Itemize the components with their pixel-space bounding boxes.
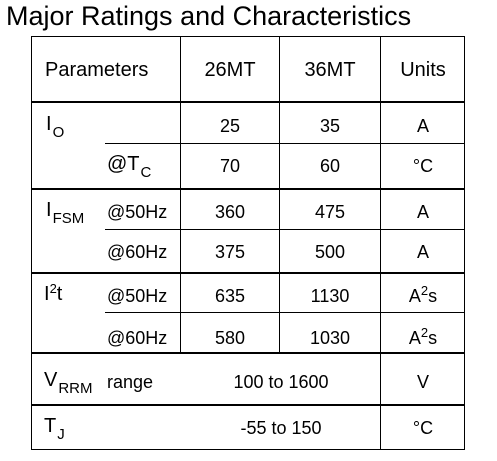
divider — [31, 352, 465, 354]
divider — [31, 272, 465, 274]
symbol-base: I — [46, 199, 52, 221]
symbol-subscript: RRM — [58, 380, 93, 397]
header-units: Units — [400, 59, 446, 81]
condition-50hz: @50Hz — [107, 202, 168, 222]
ifsm60-unit: A — [416, 242, 430, 262]
ifsm50-36mt: 475 — [314, 202, 346, 222]
ifsm50-unit: A — [416, 202, 430, 222]
tc-unit: °C — [412, 156, 434, 176]
i2t60-unit: A2s — [408, 325, 438, 350]
divider — [105, 312, 465, 313]
symbol-vrrm: VRRM — [44, 369, 93, 397]
ifsm50-26mt: 360 — [214, 202, 246, 222]
i2t50-unit: A2s — [408, 283, 438, 308]
io-26mt: 25 — [219, 116, 241, 136]
condition-50hz: @50Hz — [107, 286, 168, 306]
symbol-superscript: 2 — [49, 281, 57, 296]
header-36mt: 36MT — [304, 59, 356, 81]
symbol-base: I — [44, 283, 50, 305]
divider — [31, 404, 465, 406]
i2t60-36mt: 1030 — [309, 328, 351, 348]
divider — [180, 36, 181, 352]
symbol-base: T — [44, 415, 57, 437]
ifsm60-26mt: 375 — [214, 242, 246, 262]
unit-superscript: 2 — [420, 283, 429, 298]
header-parameters: Parameters — [45, 59, 149, 81]
header-26mt: 26MT — [204, 59, 256, 81]
symbol-tj: TJ — [44, 415, 65, 443]
symbol-subscript: J — [57, 426, 65, 443]
ifsm60-36mt: 500 — [314, 242, 346, 262]
condition-base: @T — [107, 153, 140, 175]
divider — [380, 36, 381, 450]
divider — [279, 36, 280, 352]
condition-60hz: @60Hz — [107, 328, 168, 348]
symbol-io: IO — [46, 113, 64, 141]
page-title: Major Ratings and Characteristics — [6, 1, 412, 31]
condition-range: range — [107, 372, 154, 392]
unit-base: A — [408, 286, 421, 306]
tj-value: -55 to 150 — [240, 418, 322, 438]
symbol-subscript: O — [52, 124, 65, 141]
symbol-ifsm: IFSM — [46, 199, 84, 227]
i2t60-26mt: 580 — [214, 328, 246, 348]
condition-subscript: C — [140, 164, 152, 181]
divider — [31, 101, 465, 103]
unit-suffix: s — [428, 286, 438, 306]
unit-superscript: 2 — [420, 325, 429, 340]
symbol-suffix: t — [56, 283, 63, 305]
symbol-base: V — [44, 369, 58, 391]
i2t50-36mt: 1130 — [310, 286, 350, 306]
unit-base: A — [408, 328, 421, 348]
i2t50-26mt: 635 — [214, 286, 246, 306]
condition-60hz: @60Hz — [107, 242, 168, 262]
symbol-base: I — [46, 113, 52, 135]
tc-36mt: 60 — [319, 156, 341, 176]
vrrm-unit: V — [416, 372, 430, 392]
vrrm-value: 100 to 1600 — [233, 372, 329, 392]
divider — [105, 229, 465, 230]
symbol-subscript: FSM — [52, 210, 85, 227]
symbol-i2t: I2t — [44, 281, 63, 306]
io-36mt: 35 — [319, 116, 341, 136]
unit-suffix: s — [428, 328, 438, 348]
io-unit: A — [416, 116, 430, 136]
divider — [105, 143, 465, 144]
condition-tc: @TC — [107, 153, 151, 181]
tc-26mt: 70 — [219, 156, 241, 176]
divider — [31, 188, 465, 190]
tj-unit: °C — [412, 418, 434, 438]
ratings-table — [31, 36, 465, 450]
